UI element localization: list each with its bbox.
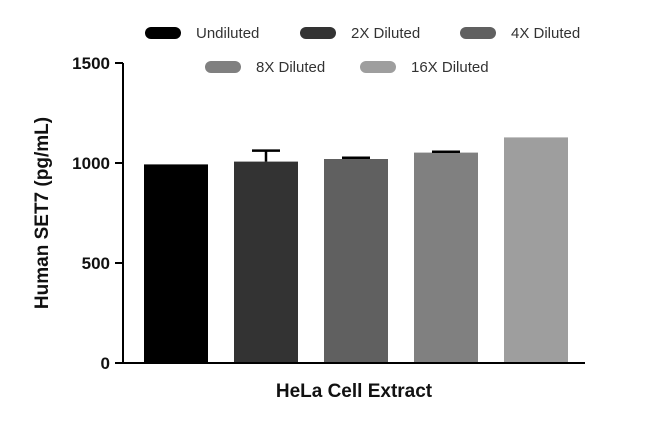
legend-label: 8X Diluted: [256, 59, 325, 76]
bar-2x-diluted: [234, 161, 298, 363]
legend-swatch: [300, 27, 336, 39]
legend-label: Undiluted: [196, 25, 259, 42]
legend-swatch: [205, 61, 241, 73]
legend-swatch: [360, 61, 396, 73]
legend-label: 16X Diluted: [411, 59, 489, 76]
legend-swatch: [145, 27, 181, 39]
legend-label: 2X Diluted: [351, 25, 420, 42]
legend-item: 16X Diluted: [360, 59, 489, 76]
bar-8x-diluted: [414, 152, 478, 363]
y-tick-label: 500: [82, 254, 110, 273]
y-tick-label: 1000: [72, 154, 110, 173]
y-tick-label: 0: [101, 354, 110, 373]
legend: Undiluted 2X Diluted 4X Diluted 8X Diluted 1…: [145, 25, 580, 76]
legend-item: 8X Diluted: [205, 59, 325, 76]
bar-16x-diluted: [504, 137, 568, 363]
legend-label: 4X Diluted: [511, 25, 580, 42]
error-bars-group: [252, 149, 460, 162]
x-axis-title: HeLa Cell Extract: [276, 381, 433, 402]
legend-swatch: [460, 27, 496, 39]
bar-undiluted: [144, 164, 208, 363]
y-axis: 0 500 1000 1500: [72, 54, 124, 373]
bar-4x-diluted: [324, 159, 388, 363]
legend-item: Undiluted: [145, 25, 259, 42]
legend-item: 4X Diluted: [460, 25, 580, 42]
y-axis-title: Human SET7 (pg/mL): [32, 117, 53, 309]
bars-group: [144, 137, 568, 363]
legend-item: 2X Diluted: [300, 25, 420, 42]
y-tick-label: 1500: [72, 54, 110, 73]
